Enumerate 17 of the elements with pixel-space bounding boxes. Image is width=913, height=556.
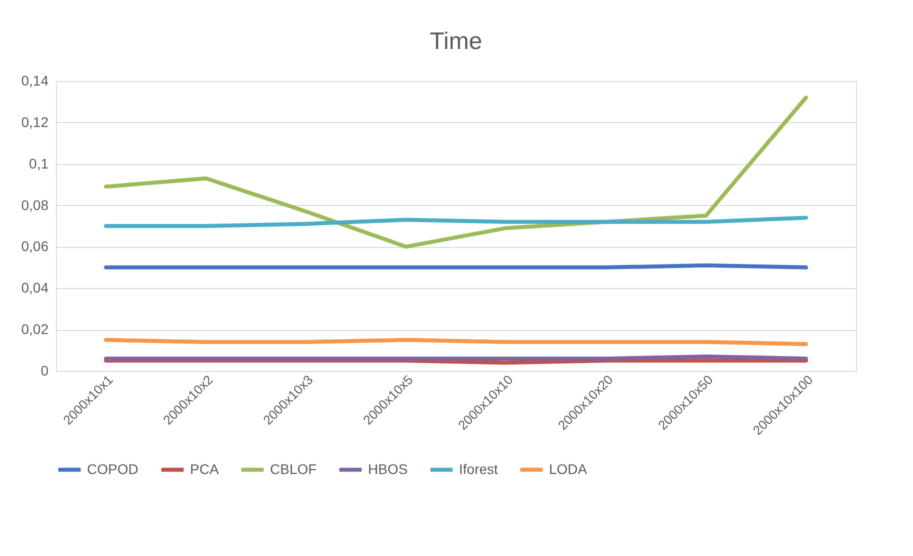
legend-label: CBLOF [270,460,317,477]
legend-label: HBOS [368,460,408,477]
y-tick-label: 0,12 [21,114,49,130]
legend-label: Iforest [459,460,498,477]
legend-label: LODA [549,460,588,477]
chart-title: Time [430,28,482,55]
legend-label: COPOD [87,460,138,477]
y-tick-label: 0,1 [29,155,49,172]
y-tick-label: 0,06 [21,238,49,254]
line-series [104,216,808,228]
legend-label: PCA [190,460,220,477]
y-tick-label: 0,04 [21,280,49,296]
y-tick-label: 0,14 [21,72,49,88]
line-series [104,96,808,249]
y-tick-label: 0,02 [21,321,49,338]
y-tick-label: 0,08 [21,196,49,213]
y-tick-label: 0 [40,362,49,378]
